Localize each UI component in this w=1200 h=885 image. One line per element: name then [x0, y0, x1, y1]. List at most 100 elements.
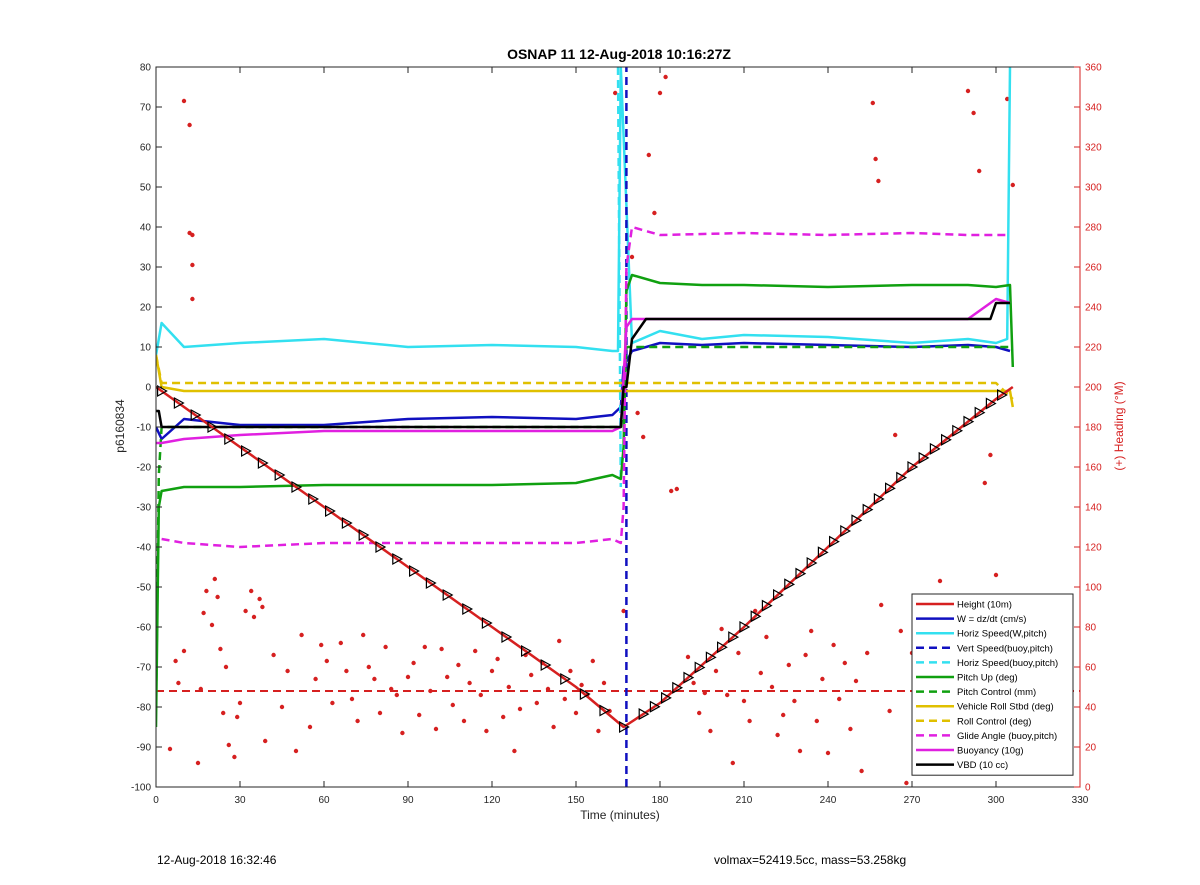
heading-dot [445, 674, 450, 680]
depth-marker [885, 482, 896, 495]
depth-marker [683, 671, 695, 684]
depth-marker [873, 492, 885, 506]
heading-dot [389, 686, 394, 692]
heading-dot [879, 602, 884, 608]
heading-dot [279, 704, 285, 710]
heading-dot [204, 588, 209, 594]
heading-dot [562, 696, 567, 702]
heading-dot [366, 664, 371, 670]
heading-dot [1010, 182, 1015, 188]
y-tick-label: -50 [137, 583, 152, 594]
x-tick-label: 270 [904, 795, 921, 806]
depth-marker [173, 396, 185, 410]
heading-dot [411, 660, 416, 666]
heading-dot [685, 654, 691, 660]
heading-dot [506, 684, 511, 690]
heading-dot [473, 648, 478, 654]
depth-marker [375, 540, 387, 554]
depth-marker [997, 388, 1008, 402]
heading-dot [557, 638, 562, 644]
depth-marker [661, 691, 672, 704]
heading-dot [965, 88, 971, 94]
x-tick-label: 240 [820, 795, 837, 806]
series-line [616, 67, 623, 488]
x-tick-label: 210 [736, 795, 753, 806]
heading-dot [218, 646, 223, 652]
heading-dot [769, 684, 775, 690]
depth-marker [862, 503, 874, 516]
heading-dot [993, 572, 999, 578]
heading-dot [212, 576, 217, 582]
y-right-tick-label: 60 [1085, 663, 1097, 674]
y-right-tick-label: 360 [1085, 63, 1102, 74]
heading-dot [982, 480, 987, 486]
depth-marker [929, 442, 941, 455]
heading-dot [484, 728, 489, 734]
heading-dot [467, 680, 472, 686]
heading-dot [545, 686, 551, 692]
heading-dot [719, 626, 724, 632]
heading-dot [876, 178, 881, 184]
depth-marker [840, 524, 852, 538]
y-right-tick-label: 80 [1085, 623, 1097, 634]
depth-marker [207, 420, 219, 434]
legend-entry-label: W = dz/dt (cm/s) [957, 614, 1026, 625]
x-tick-label: 60 [318, 795, 330, 806]
y-right-tick-label: 120 [1085, 543, 1102, 554]
series-line [156, 345, 1010, 708]
heading-dot [803, 652, 808, 658]
y-right-tick-label: 100 [1085, 583, 1102, 594]
y-tick-label: -60 [137, 623, 152, 634]
depth-marker [638, 708, 650, 721]
depth-marker [190, 408, 202, 422]
heading-dot [377, 710, 383, 716]
depth-marker [806, 556, 818, 570]
heading-dot [971, 110, 976, 116]
heading-dot [313, 676, 318, 682]
y-tick-label: -90 [137, 743, 152, 754]
heading-dot [307, 724, 313, 730]
heading-dot [251, 614, 257, 620]
legend-entry-label: Horiz Speed(W,pitch) [957, 629, 1047, 640]
depth-marker [425, 576, 437, 590]
heading-dot [478, 692, 483, 698]
heading-dot [870, 100, 875, 106]
heading-dot [534, 700, 539, 706]
depth-marker [705, 651, 717, 664]
heading-dot [344, 668, 349, 674]
heading-dot [702, 690, 707, 696]
depth-marker [717, 641, 728, 654]
y-tick-label: -40 [137, 543, 152, 554]
heading-dot [786, 662, 791, 668]
y-right-tick-label: 320 [1085, 143, 1102, 154]
depth-marker [963, 415, 975, 428]
heading-dot [893, 432, 898, 438]
heading-dot [263, 738, 268, 744]
heading-dot [190, 296, 195, 302]
series-line [156, 354, 1015, 408]
heading-dot [898, 628, 903, 634]
heading-dot [663, 74, 668, 80]
depth-marker [773, 588, 784, 602]
heading-dot [747, 718, 752, 724]
heading-dot [629, 254, 635, 260]
y-tick-label: 30 [140, 263, 152, 274]
y-right-tick-label: 180 [1085, 423, 1102, 434]
heading-dot [235, 714, 240, 720]
y-tick-label: -100 [131, 783, 151, 794]
depth-marker [308, 492, 320, 506]
y-right-tick-label: 160 [1085, 463, 1102, 474]
depth-marker [619, 720, 630, 734]
heading-dot [601, 680, 607, 686]
heading-dot [237, 700, 243, 706]
heading-dot [349, 696, 355, 702]
depth-marker [409, 564, 420, 578]
heading-dot [383, 644, 388, 650]
y-right-tick-label: 280 [1085, 223, 1102, 234]
heading-dot [338, 640, 343, 646]
heading-dot [937, 578, 943, 584]
heading-dot [221, 710, 226, 716]
heading-dot [461, 718, 467, 724]
heading-dot [271, 652, 276, 658]
